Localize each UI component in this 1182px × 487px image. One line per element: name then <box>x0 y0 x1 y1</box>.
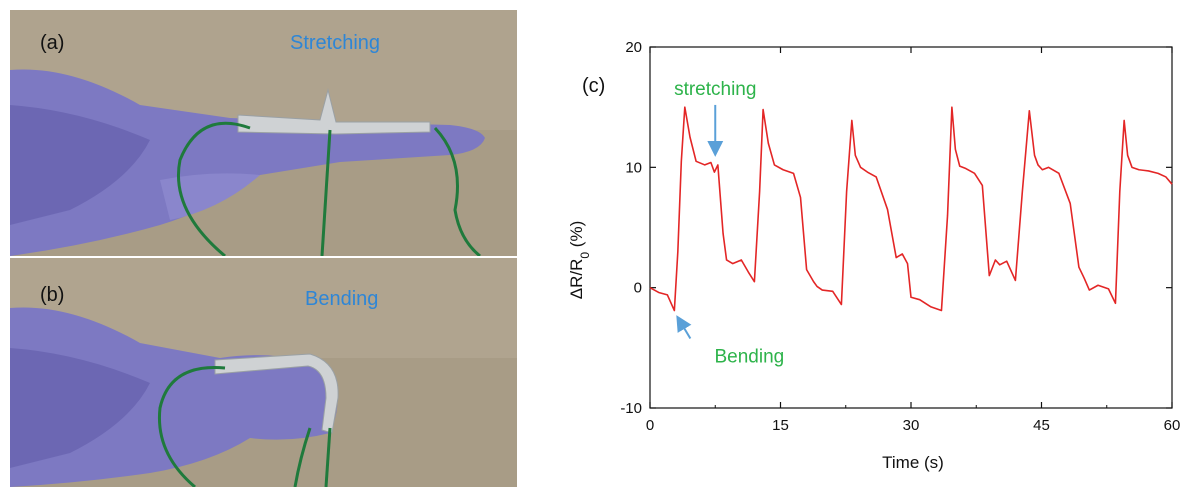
panel-label-c: (c) <box>582 75 605 97</box>
series-line-0 <box>649 106 1173 312</box>
annotation-bending: Bending <box>714 347 784 368</box>
annotation-stretching: stretching <box>674 79 756 100</box>
photo-bending <box>10 258 517 487</box>
y-tick-label: -10 <box>620 400 642 417</box>
panel-label-b: (b) <box>40 284 65 306</box>
x-axis-title: Time (s) <box>882 453 944 472</box>
x-tick-label: 0 <box>646 417 654 434</box>
panel-label-a: (a) <box>40 32 65 54</box>
photo-stretching <box>10 10 517 256</box>
y-tick-label: 0 <box>634 280 642 297</box>
caption-bending: Bending <box>305 288 379 310</box>
arrow-bending <box>676 315 692 340</box>
x-tick-label: 30 <box>903 417 920 434</box>
y-axis-title-unit: (%) <box>567 221 586 252</box>
y-axis-title: ΔR/R0 (%) <box>567 221 592 300</box>
y-axis-title-sub: 0 <box>578 252 592 259</box>
x-tick-label: 60 <box>1164 417 1181 434</box>
caption-stretching: Stretching <box>290 32 381 54</box>
y-tick-label: 10 <box>625 159 642 176</box>
x-tick-label: 45 <box>1033 417 1050 434</box>
y-axis-title-main: ΔR/R <box>567 259 586 300</box>
y-tick-label: 20 <box>625 39 642 56</box>
x-tick-label: 15 <box>772 417 789 434</box>
